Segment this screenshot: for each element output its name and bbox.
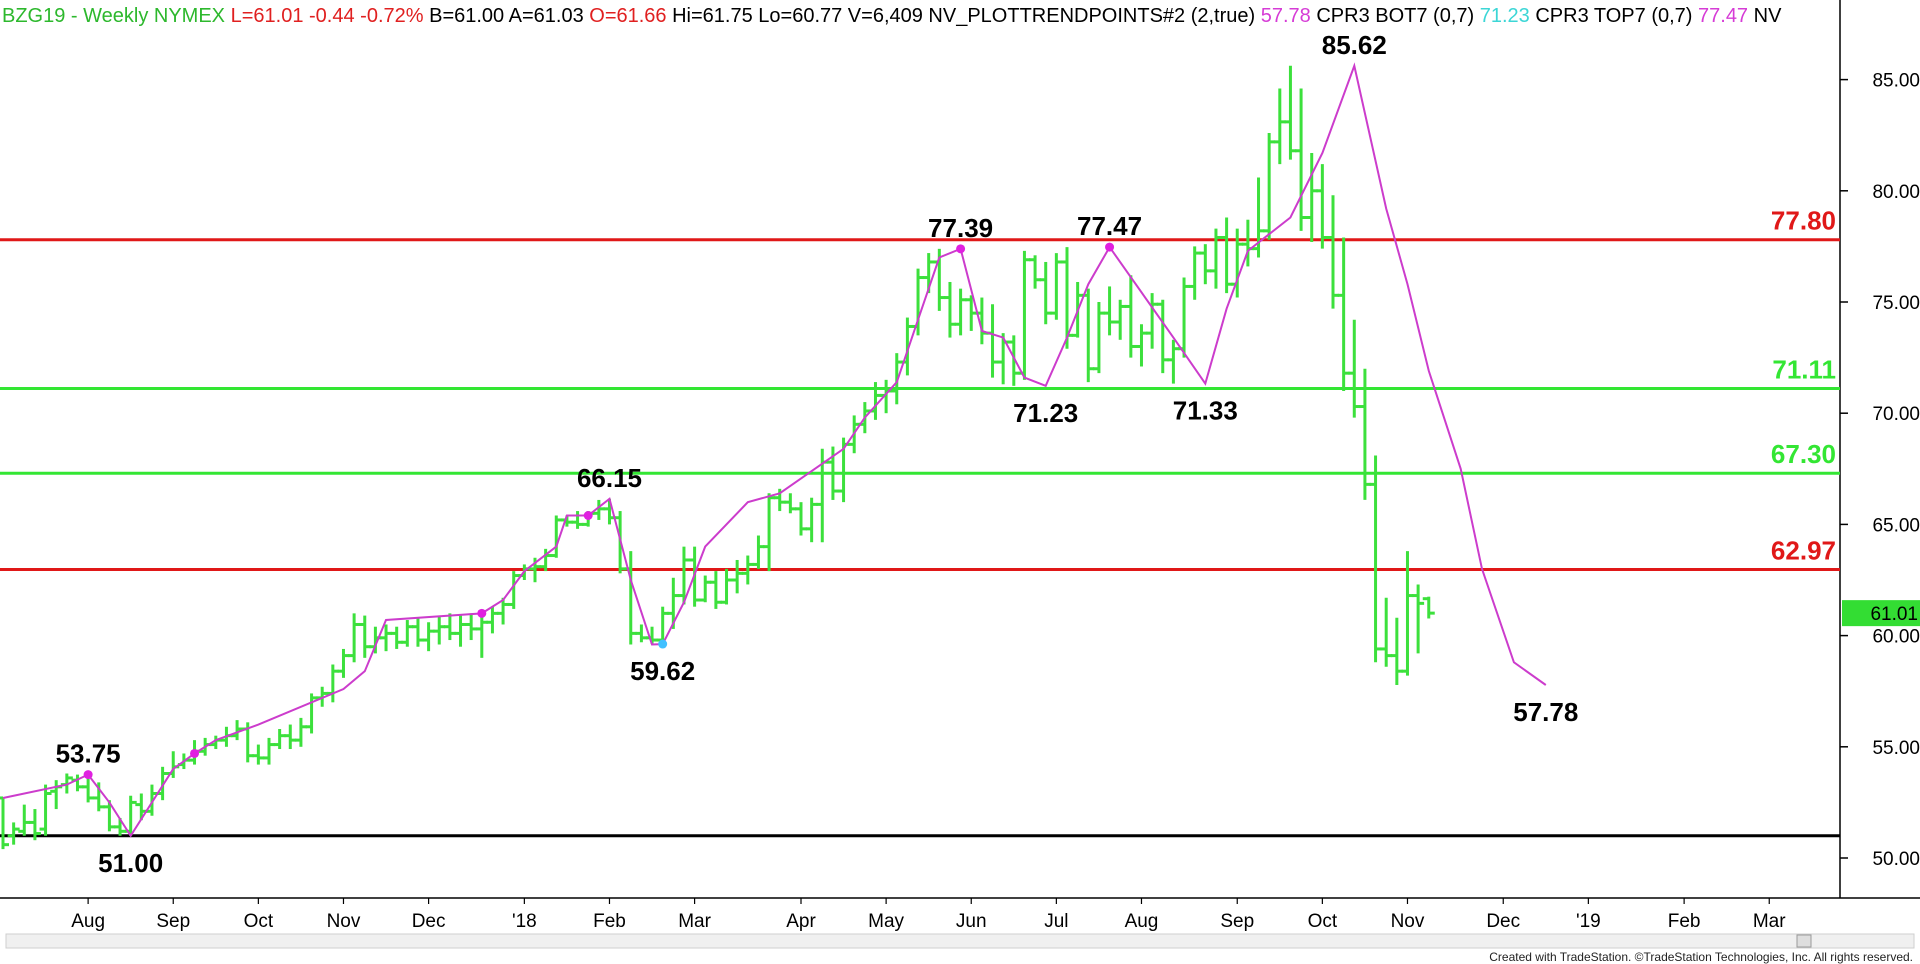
pivot-marker [83,770,93,780]
x-tick-label: Oct [1308,911,1338,932]
ohlc-bar [1422,596,1435,619]
x-tick-label: Aug [1125,911,1159,932]
x-tick-label: '18 [512,911,537,932]
scrollbar-track [5,933,1915,949]
footer-credit: Created with TradeStation. ©TradeStation… [1489,950,1913,964]
ohlc-bar [39,784,52,836]
pivot-marker [190,748,200,758]
header-item: 77.47 [1692,5,1748,27]
pivot-marker [583,511,593,521]
price-bars [0,65,1435,850]
horizontal-levels: 77.80 71.11 67.30 62.97 [0,0,1920,899]
ohlc-bar [0,796,9,850]
x-tick-label: Apr [786,911,816,932]
pivot-label: 57.78 [1513,697,1578,727]
x-tick-label: Oct [244,911,274,932]
header-item: B=61.00 [424,5,505,27]
pivot-marker [477,608,487,618]
last-price-label: 61.01 [1870,604,1918,625]
level-label: 77.80 [1771,206,1836,236]
ohlc-bar [7,822,20,845]
y-tick-label: 85.00 [1872,71,1920,92]
x-tick-label: Nov [327,911,361,932]
header-item: V=6,409 [842,5,923,27]
y-tick-label: 60.00 [1872,627,1920,648]
pivot-marker [1105,242,1115,252]
last-price-box [1842,600,1920,627]
header-item: -0.44 [303,5,354,27]
horizontal-scrollbar[interactable] [5,933,1915,949]
chart-header: BZG19 - Weekly NYMEX L=61.01 -0.44 -0.72… [2,5,1782,27]
y-tick-label: 80.00 [1872,182,1920,203]
header-item: NV_PLOTTRENDPOINTS#2 (2,true) [923,5,1255,27]
ohlc-bar [28,809,41,841]
header-item: -0.72% [355,5,424,27]
header-item: Lo=60.77 [753,5,843,27]
header-item: O=61.66 [584,5,667,27]
pivot-label: 59.62 [630,656,695,686]
x-tick-label: Feb [1668,911,1701,932]
x-tick-label: Sep [156,911,190,932]
x-tick-label: Jun [956,911,987,932]
ohlc-bar [1412,584,1425,654]
header-line: BZG19 - Weekly NYMEX L=61.01 -0.44 -0.72… [2,5,1782,27]
level-label: 62.97 [1771,536,1836,566]
header-item: CPR3 TOP7 (0,7) [1530,5,1693,27]
x-tick-label: Mar [678,911,711,932]
y-tick-label: 65.00 [1872,515,1920,536]
x-tick-label: Sep [1220,911,1254,932]
x-tick-label: Aug [71,911,105,932]
header-item: 71.23 [1474,5,1530,27]
y-tick-label: 50.00 [1872,849,1920,870]
x-axis: Aug Sep Oct Nov Dec '18 Feb Mar Apr May Jun Jul Aug S… [71,898,1786,932]
x-tick-label: Dec [1486,911,1520,932]
header-item: BZG19 - Weekly NYMEX [2,5,225,27]
header-item: 57.78 [1255,5,1311,27]
level-label: 71.11 [1772,355,1836,385]
y-tick-label: 70.00 [1872,404,1920,425]
x-tick-label: Nov [1391,911,1425,932]
pivot-label: 71.33 [1173,396,1238,426]
x-tick-label: Jul [1044,911,1068,932]
pivot-label: 77.39 [928,213,993,243]
trend-line-group [2,62,1547,838]
header-item: L=61.01 [225,5,303,27]
y-tick-label: 75.00 [1872,293,1920,314]
pivot-marker [956,244,966,254]
header-item: CPR3 BOT7 (0,7) [1311,5,1474,27]
pivot-label: 71.23 [1013,398,1078,428]
scrollbar-thumb [1796,934,1812,948]
pivot-labels: 53.75 51.00 66.15 59.62 77.39 71.23 77.47 71.33… [56,30,1579,878]
pivot-label: 53.75 [56,739,121,769]
y-tick-label: 55.00 [1872,738,1920,759]
header-item: NV [1748,5,1782,27]
header-item: Hi=61.75 [667,5,753,27]
trend-line [2,62,1547,838]
x-tick-label: '19 [1576,911,1601,932]
pivot-label: 85.62 [1322,30,1387,60]
header-item: A=61.03 [504,5,584,27]
x-tick-label: Dec [412,911,446,932]
y-axis: 50.00 55.00 60.00 65.00 70.00 75.00 80.00 85.00… [1840,71,1920,870]
x-tick-label: Feb [593,911,626,932]
pivot-label: 77.47 [1077,211,1142,241]
x-tick-label: May [868,911,904,932]
x-tick-label: Mar [1753,911,1786,932]
pivot-label: 51.00 [98,848,163,878]
level-label: 67.30 [1771,439,1836,469]
pivot-label: 66.15 [577,463,642,493]
pivot-marker [658,639,668,649]
